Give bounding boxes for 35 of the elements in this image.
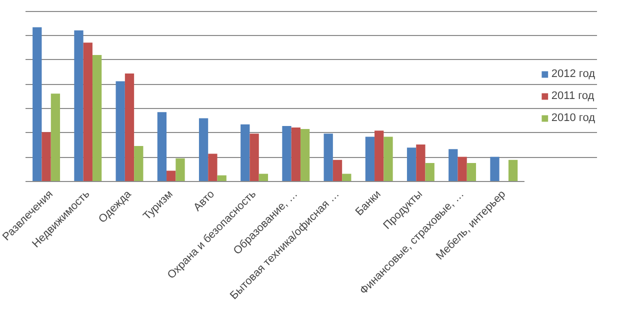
bar [384, 136, 393, 182]
bar [448, 149, 458, 182]
bar [508, 160, 518, 182]
legend-label: 2011 год [551, 90, 594, 102]
bar [124, 74, 134, 182]
bar [240, 124, 250, 182]
bar [176, 158, 185, 182]
bar [374, 130, 384, 182]
bar [50, 94, 60, 182]
bar [416, 144, 426, 182]
bar [42, 132, 51, 182]
bar [83, 42, 92, 182]
bar [32, 27, 42, 182]
bar [291, 128, 300, 182]
bar [166, 170, 176, 182]
bar [282, 126, 292, 182]
bar [74, 30, 84, 182]
legend-label: 2012 год [551, 68, 595, 80]
bar [332, 160, 342, 182]
bar [208, 154, 218, 182]
bar [134, 146, 144, 182]
bar [466, 162, 476, 182]
bar [116, 81, 125, 182]
bar [490, 156, 500, 182]
bar [458, 156, 467, 182]
legend-label: 2010 год [551, 112, 595, 124]
bar [365, 136, 375, 182]
bar [324, 134, 333, 182]
bar [92, 55, 102, 182]
bar [250, 134, 259, 182]
bar [157, 112, 167, 182]
bar [425, 162, 434, 182]
bar [300, 129, 310, 182]
bar [406, 148, 416, 182]
bar [198, 118, 208, 182]
